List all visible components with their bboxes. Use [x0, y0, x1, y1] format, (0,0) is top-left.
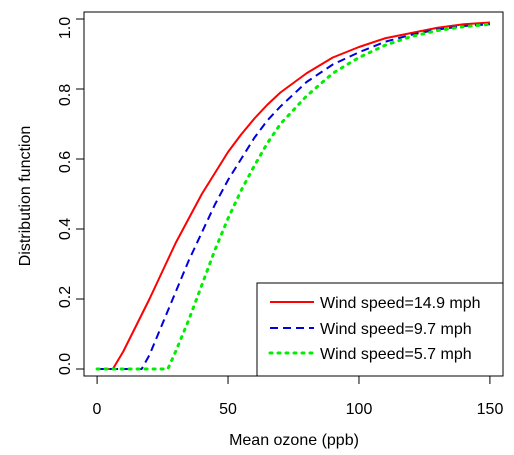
y-tick-label-0-0: 0.0 — [57, 353, 74, 375]
legend-label-5-7-mph: Wind speed=5.7 mph — [320, 346, 472, 363]
x-axis-label: Mean ozone (ppb) — [229, 432, 359, 449]
legend-box — [256, 282, 504, 377]
legend-label-9-7-mph: Wind speed=9.7 mph — [320, 321, 472, 338]
legend: Wind speed=14.9 mph Wind speed=9.7 mph W… — [256, 282, 504, 377]
series-line-1 — [97, 23, 490, 370]
x-tick-label-50: 50 — [219, 401, 237, 418]
y-tick-labels: 0.0 0.2 0.4 0.6 0.8 1.0 — [57, 17, 74, 375]
series-lines — [95, 21, 492, 371]
y-tick-label-0-8: 0.8 — [57, 84, 74, 106]
x-tick-label-100: 100 — [346, 401, 373, 418]
series-line-0 — [97, 21, 490, 370]
y-axis — [76, 18, 85, 370]
y-tick-label-0-6: 0.6 — [57, 151, 74, 173]
y-tick-label-1-0: 1.0 — [57, 17, 74, 39]
y-tick-label-0-4: 0.4 — [57, 218, 74, 240]
legend-label-14-9-mph: Wind speed=14.9 mph — [320, 295, 481, 312]
x-tick-label-150: 150 — [477, 401, 504, 418]
y-tick-label-0-2: 0.2 — [57, 286, 74, 308]
x-tick-label-0: 0 — [93, 401, 102, 418]
x-tick-labels: 0 50 100 150 — [93, 401, 504, 418]
x-axis — [96, 375, 491, 384]
y-axis-label: Distribution function — [17, 126, 34, 267]
